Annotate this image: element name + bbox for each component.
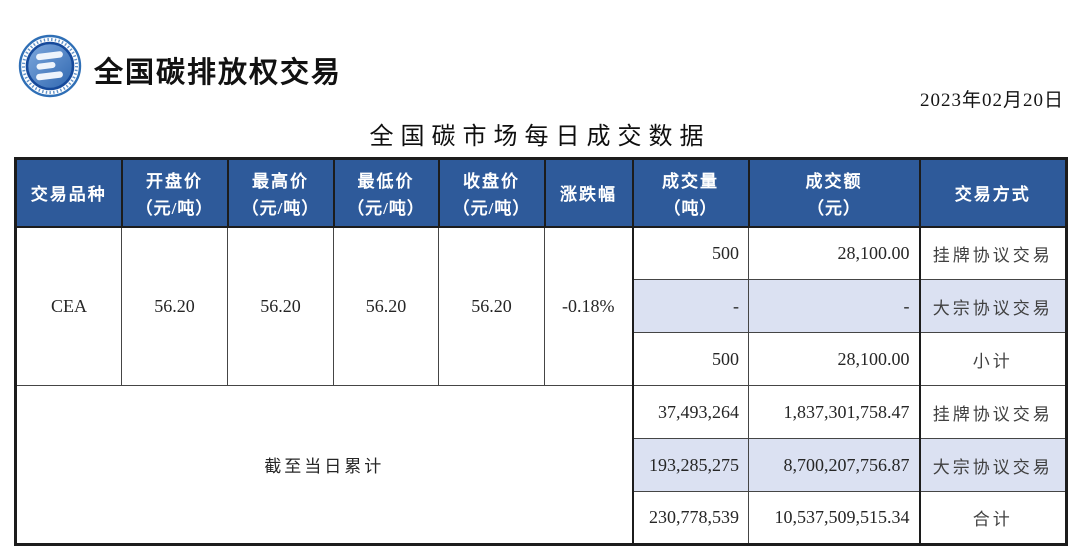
cell-open-price: 56.20: [121, 226, 228, 386]
col-header-variety: 交易品种: [14, 157, 123, 228]
daily-trade-table: 交易品种 开盘价 （元/吨） 最高价 （元/吨） 最低价 （元/吨） 收盘价 （元/吨）…: [14, 157, 1068, 546]
cell-cumulative-label: 截至当日累计: [15, 385, 633, 545]
col-header-method: 交易方式: [918, 157, 1068, 228]
report-date: 2023年02月20日: [919, 90, 1064, 111]
col-header-amount: 成交额 （元）: [747, 157, 921, 228]
col-header-open: 开盘价 （元/吨）: [120, 157, 229, 228]
cell-amount: -: [748, 279, 920, 333]
cell-method: 挂牌协议交易: [918, 226, 1067, 280]
col-header-close: 收盘价 （元/吨）: [437, 157, 546, 228]
cell-volume: 230,778,539: [631, 491, 749, 545]
cell-volume: -: [631, 279, 749, 333]
cell-close-price: 56.20: [438, 226, 545, 386]
daily-row-block: - - 大宗协议交易: [16, 279, 1067, 333]
table-header-row: 交易品种 开盘价 （元/吨） 最高价 （元/吨） 最低价 （元/吨） 收盘价 （元/吨）…: [14, 157, 1068, 228]
cumulative-row-block: 193,285,275 8,700,207,756.87 大宗协议交易: [16, 438, 1067, 492]
daily-row-listed: CEA 56.20 56.20 56.20 56.20 -0.18% 500 2…: [15, 226, 1067, 386]
cell-volume: 37,493,264: [631, 385, 749, 439]
cell-volume: 193,285,275: [631, 438, 749, 492]
carbon-exchange-seal-icon: [18, 34, 82, 98]
cell-method: 小计: [918, 332, 1067, 386]
cell-high-price: 56.20: [227, 226, 334, 386]
cell-volume: 500: [631, 332, 749, 386]
cell-method: 大宗协议交易: [918, 279, 1067, 333]
page-title: 全国碳市场每日成交数据: [369, 124, 711, 150]
cell-method: 大宗协议交易: [918, 438, 1067, 492]
cell-amount: 10,537,509,515.34: [748, 491, 920, 545]
col-header-change: 涨跌幅: [543, 157, 634, 228]
daily-row-subtotal: 500 28,100.00 小计: [16, 332, 1067, 386]
cell-change-percent: -0.18%: [544, 226, 633, 386]
cumulative-row-total: 230,778,539 10,537,509,515.34 合计: [16, 491, 1067, 545]
cell-method: 挂牌协议交易: [918, 385, 1067, 439]
cell-amount: 28,100.00: [748, 332, 920, 386]
brand-title: 全国碳排放权交易: [94, 57, 343, 89]
cell-amount: 1,837,301,758.47: [748, 385, 920, 439]
cell-amount: 28,100.00: [748, 226, 920, 280]
cell-volume: 500: [631, 226, 749, 280]
cell-low-price: 56.20: [333, 226, 439, 386]
cell-method: 合计: [918, 491, 1067, 545]
cumulative-row-listed: 截至当日累计 37,493,264 1,837,301,758.47 挂牌协议交…: [15, 385, 1067, 545]
cell-variety: CEA: [15, 226, 122, 386]
col-header-high: 最高价 （元/吨）: [226, 157, 335, 228]
col-header-low: 最低价 （元/吨）: [332, 157, 440, 228]
cell-amount: 8,700,207,756.87: [748, 438, 920, 492]
col-header-volume: 成交量 （吨）: [631, 157, 750, 228]
